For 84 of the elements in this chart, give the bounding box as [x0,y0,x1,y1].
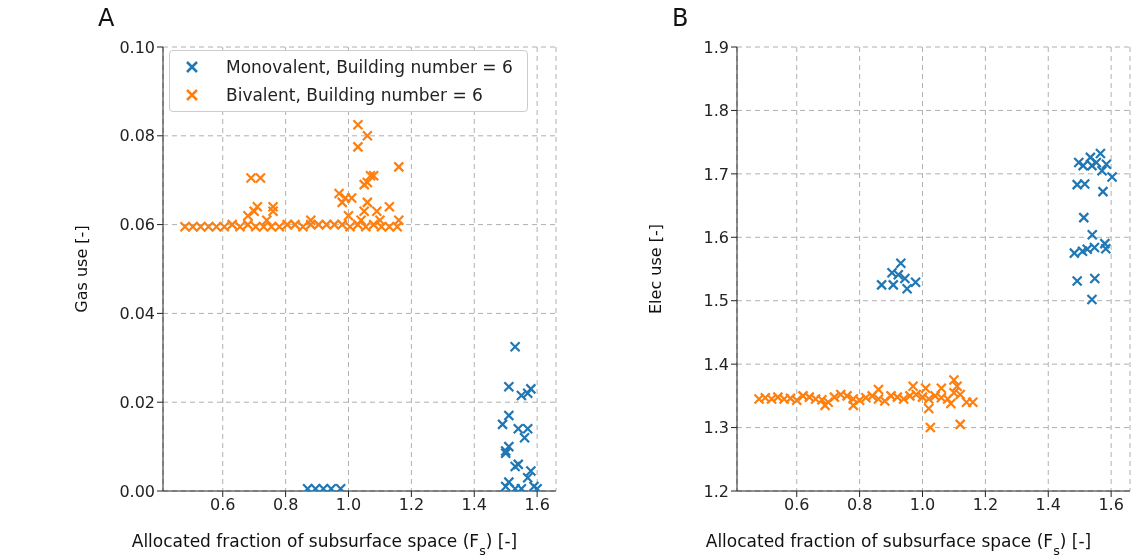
point [336,196,348,208]
x-tick-label: 1.0 [909,495,936,515]
point [305,214,317,226]
point [352,141,364,153]
x-tick-label: 1.2 [972,495,999,515]
point [525,465,537,477]
point [895,257,907,269]
legend-label: Monovalent, Building number = 6 [226,56,513,79]
point [248,205,260,217]
point [1071,275,1083,287]
point [1086,293,1098,306]
point [924,421,936,434]
point [261,214,273,226]
point [342,210,355,222]
point [847,399,859,411]
point [954,418,966,430]
point [503,409,515,422]
y-axis-title: Elec use [-] [645,224,665,314]
point [503,381,515,393]
point [1086,229,1098,241]
y-tick-label: 1.7 [703,164,729,184]
point [951,380,963,392]
point [374,214,386,226]
y-tick-label: 0.04 [119,304,155,324]
x-tick-label: 1.4 [461,495,487,515]
point [935,382,947,394]
y-tick-label: 1.4 [703,354,729,374]
point [1106,171,1118,183]
point [393,161,405,173]
x-tick-label: 1.2 [398,495,425,515]
point [393,214,405,226]
y-tick-label: 0.00 [119,481,155,501]
y-tick-label: 1.6 [703,227,729,247]
point [923,402,935,415]
point [1096,165,1108,177]
x-tick-label: 0.8 [846,495,873,515]
point [518,432,531,444]
point [496,418,509,430]
x-tick-label: 1.6 [1098,495,1124,515]
point [525,383,537,395]
point [267,201,279,213]
point [503,441,515,453]
x-axis-title: Allocated fraction of subsurface space (F$_{s}$) [-] [705,531,1092,555]
chart-title: B [672,4,689,32]
y-tick-label: 1.3 [703,418,729,438]
y-tick-label: 0.10 [119,37,155,57]
y-tick-label: 1.9 [703,37,729,57]
point [1078,212,1090,224]
point [509,341,521,353]
y-tick-label: 1.2 [703,481,729,501]
x-axis-title: Allocated fraction of subsurface space (F$_{s}$) [-] [131,531,518,555]
point [368,170,380,182]
y-axis-title: Gas use [-] [71,225,91,313]
x-tick-label: 1.0 [335,495,362,515]
point [1073,156,1085,169]
point [522,472,534,484]
y-tick-label: 0.02 [119,392,155,412]
point [948,374,960,386]
point [1097,186,1109,198]
y-tick-label: 0.06 [119,215,155,235]
x-tick-label: 0.6 [784,495,810,515]
y-tick-label: 0.08 [119,126,155,146]
y-tick-label: 1.5 [703,291,729,311]
point [361,130,373,142]
point [333,187,345,200]
y-tick-label: 1.8 [703,101,729,121]
point [872,383,885,396]
point [1089,272,1101,285]
legend-label: Bivalent, Building number = 6 [226,84,483,107]
point [352,119,364,131]
point [361,196,373,208]
point [242,210,254,222]
chart-title: A [98,4,115,32]
point [901,283,913,295]
point [945,397,957,410]
x-tick-label: 1.4 [1035,495,1061,515]
point [251,201,263,213]
x-tick-label: 0.8 [272,495,299,515]
point [383,201,395,213]
point [267,205,279,217]
point [364,170,377,182]
x-tick-label: 1.6 [524,495,550,515]
x-tick-label: 0.6 [210,495,236,515]
point [355,214,367,226]
